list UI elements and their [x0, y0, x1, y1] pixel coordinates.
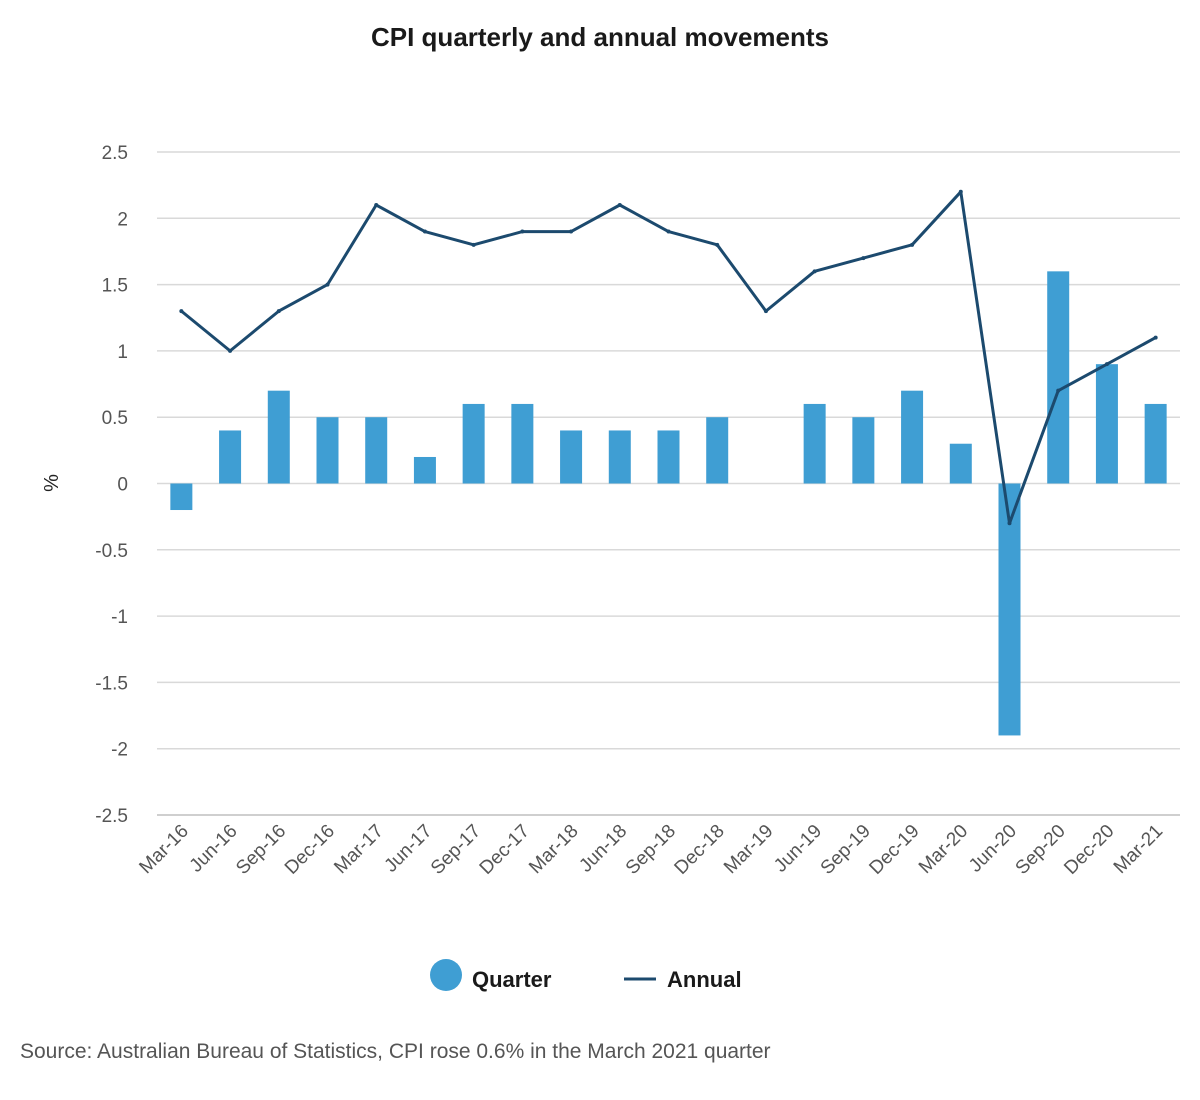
legend: Quarter Annual [430, 959, 742, 992]
quarter-bar[interactable] [998, 483, 1021, 736]
quarter-bar[interactable] [462, 403, 485, 484]
y-tick-label: -0.5 [95, 541, 128, 562]
x-tick-label: Sep-17 [427, 821, 485, 879]
y-tick-label: 0.5 [102, 408, 128, 429]
y-tick-label: -2.5 [95, 806, 128, 827]
annual-point[interactable] [958, 189, 963, 194]
annual-point[interactable] [422, 229, 427, 234]
y-tick-label: 2 [117, 209, 128, 230]
quarter-bar[interactable] [608, 430, 631, 484]
quarter-bars [170, 271, 1167, 736]
x-tick-label: Jun-16 [186, 821, 242, 877]
annual-point[interactable] [763, 309, 768, 314]
x-tick-label: Sep-20 [1012, 821, 1070, 879]
y-tick-label: 1.5 [102, 276, 128, 297]
annual-point[interactable] [1007, 521, 1012, 526]
annual-line-group [179, 189, 1158, 526]
quarter-bar[interactable] [267, 390, 290, 484]
x-tick-label: Mar-19 [720, 821, 777, 878]
y-axis-label: % [41, 474, 63, 492]
x-tick-label: Mar-20 [915, 821, 972, 878]
legend-quarter-swatch [430, 959, 462, 991]
y-tick-label: -1 [111, 607, 128, 628]
annual-point[interactable] [520, 229, 525, 234]
x-tick-label: Jun-19 [770, 821, 826, 877]
x-tick-label: Mar-17 [330, 821, 387, 878]
annual-point[interactable] [1153, 335, 1158, 340]
quarter-bar[interactable] [657, 430, 680, 484]
annual-point[interactable] [179, 309, 184, 314]
chart-title: CPI quarterly and annual movements [370, 22, 829, 52]
x-tick-label: Mar-21 [1110, 821, 1167, 878]
quarter-bar[interactable] [413, 456, 436, 484]
x-tick-label: Jun-20 [965, 821, 1021, 877]
x-tick-label: Sep-18 [622, 821, 680, 879]
annual-point[interactable] [715, 242, 720, 247]
quarter-bar[interactable] [1095, 364, 1118, 484]
annual-point[interactable] [228, 348, 233, 353]
x-tick-label: Sep-19 [817, 821, 875, 879]
x-tick-label: Dec-16 [281, 821, 339, 879]
annual-point[interactable] [471, 242, 476, 247]
x-tick-label: Jun-18 [575, 821, 631, 877]
legend-item-annual[interactable]: Annual [624, 967, 742, 992]
quarter-bar[interactable] [365, 417, 388, 484]
x-tick-label: Sep-16 [232, 821, 290, 879]
annual-point[interactable] [812, 269, 817, 274]
x-tick-label: Dec-18 [671, 821, 729, 879]
x-tick-label: Mar-18 [525, 821, 582, 878]
annual-point[interactable] [1056, 388, 1061, 393]
annual-point[interactable] [861, 256, 866, 261]
quarter-bar[interactable] [219, 430, 242, 484]
quarter-bar[interactable] [901, 390, 924, 484]
y-tick-label: -2 [111, 740, 128, 761]
quarter-bar[interactable] [560, 430, 583, 484]
x-tick-label: Dec-17 [476, 821, 534, 879]
annual-point[interactable] [276, 309, 281, 314]
quarter-bar[interactable] [1144, 403, 1167, 484]
quarter-bar[interactable] [803, 403, 826, 484]
x-tick-label: Jun-17 [381, 821, 437, 877]
legend-annual-label: Annual [667, 967, 742, 992]
quarter-bar[interactable] [706, 417, 729, 484]
annual-point[interactable] [910, 242, 915, 247]
y-tick-label: 0 [117, 475, 128, 496]
annual-point[interactable] [325, 282, 330, 287]
annual-point[interactable] [666, 229, 671, 234]
quarter-bar[interactable] [1047, 271, 1070, 484]
annual-point[interactable] [617, 203, 622, 208]
quarter-bar[interactable] [316, 417, 339, 484]
quarter-bar[interactable] [170, 483, 193, 511]
y-axis-ticks: 2.5 2 1.5 1 0.5 0 -0.5 -1 -1.5 -2 -2.5 [95, 143, 128, 827]
x-tick-label: Dec-19 [865, 821, 923, 879]
x-tick-label: Dec-20 [1060, 821, 1118, 879]
legend-quarter-label: Quarter [472, 967, 552, 992]
y-tick-label: -1.5 [95, 673, 128, 694]
annual-point[interactable] [374, 203, 379, 208]
y-tick-label: 1 [117, 342, 128, 363]
annual-point[interactable] [569, 229, 574, 234]
quarter-bar[interactable] [852, 417, 875, 484]
legend-item-quarter[interactable]: Quarter [430, 959, 552, 992]
x-tick-label: Mar-16 [135, 821, 192, 878]
quarter-bar[interactable] [949, 443, 972, 484]
y-tick-label: 2.5 [102, 143, 128, 164]
annual-point[interactable] [1104, 362, 1109, 367]
quarter-bar[interactable] [511, 403, 534, 484]
x-axis-ticks: Mar-16Jun-16Sep-16Dec-16Mar-17Jun-17Sep-… [135, 821, 1167, 879]
source-note: Source: Australian Bureau of Statistics,… [20, 1040, 771, 1063]
